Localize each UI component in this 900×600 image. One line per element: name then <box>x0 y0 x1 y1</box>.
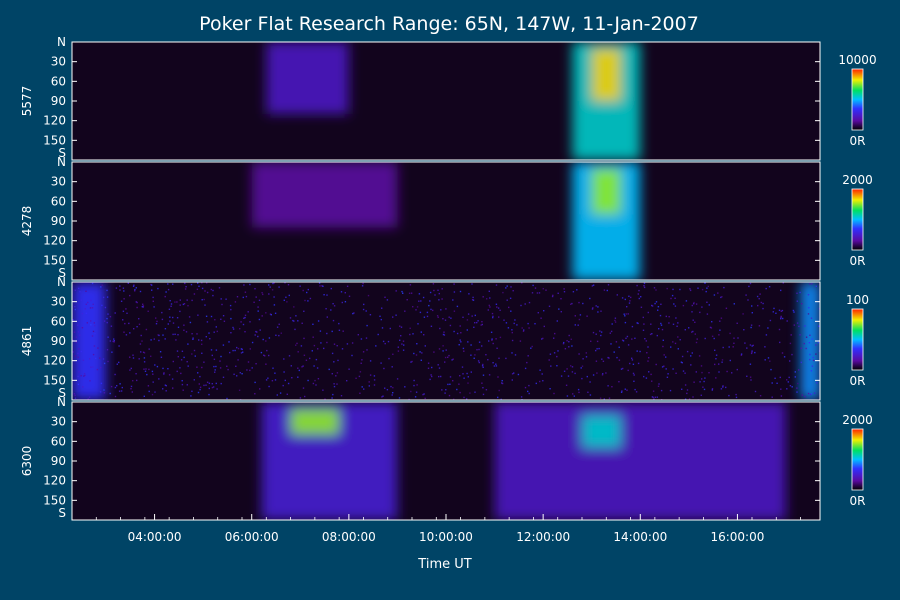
x-tick-label: 06:00:00 <box>225 530 279 544</box>
y-tick-label: 150 <box>43 493 66 507</box>
colorbar-max-label: 100 <box>846 293 869 307</box>
y-tick-label: 30 <box>51 415 66 429</box>
y-tick-label: 150 <box>43 373 66 387</box>
y-tick-label: 120 <box>43 474 66 488</box>
background-glow <box>72 42 820 160</box>
panel-ylabel: 4278 <box>20 206 34 237</box>
colorbar-min-label: 0R <box>850 254 866 268</box>
colorbar <box>852 189 863 250</box>
colorbar-frame <box>851 428 864 491</box>
y-tick-label: 30 <box>51 295 66 309</box>
y-tick-label: 60 <box>51 314 66 328</box>
y-tick-label: 150 <box>43 133 66 147</box>
y-tick-label: 90 <box>51 214 66 228</box>
aurora-event <box>800 282 820 400</box>
colorbar-min-label: 0R <box>850 134 866 148</box>
y-tick-label: 30 <box>51 175 66 189</box>
colorbar-frame <box>851 68 864 131</box>
colorbar <box>852 69 863 130</box>
colorbar-min-label: 0R <box>850 494 866 508</box>
panel-ylabel: 6300 <box>20 446 34 477</box>
x-tick-label: 12:00:00 <box>516 530 570 544</box>
aurora-event <box>290 408 340 435</box>
y-tick-label: 150 <box>43 253 66 267</box>
aurora-event <box>591 168 621 215</box>
y-tick-label: 60 <box>51 194 66 208</box>
aurora-event <box>591 48 621 101</box>
colorbar-min-label: 0R <box>850 374 866 388</box>
aurora-event <box>266 42 349 115</box>
colorbar-max-label: 2000 <box>842 173 873 187</box>
colorbar-max-label: 2000 <box>842 413 873 427</box>
y-tick-label: 60 <box>51 434 66 448</box>
background-glow <box>72 282 820 400</box>
aurora-event <box>251 162 398 228</box>
x-axis: 04:00:00 06:00:00 08:00:00 10:00:00 12:00:00… <box>71 514 801 544</box>
y-tick-label: 90 <box>51 454 66 468</box>
colorbar-frame <box>851 308 864 371</box>
y-tick-label: 120 <box>43 114 66 128</box>
y-tick-label: 90 <box>51 94 66 108</box>
x-axis-label: Time UT <box>417 557 471 572</box>
x-tick-label: 04:00:00 <box>128 530 182 544</box>
panel-ylabel: 5577 <box>20 86 34 117</box>
colorbar <box>852 429 863 490</box>
aurora-event <box>72 282 106 400</box>
panel-image <box>72 162 820 280</box>
y-tick-label: N <box>57 35 66 49</box>
panel-image <box>72 282 820 400</box>
panel-image <box>72 42 820 160</box>
y-tick-label: S <box>58 506 66 520</box>
y-tick-label: S <box>58 146 66 160</box>
y-tick-label: N <box>57 155 66 169</box>
aurora-event <box>494 402 786 520</box>
noise-speckle <box>72 282 820 400</box>
panels-layer: N306090120150S5577100000RN306090120150S4… <box>20 35 877 521</box>
chart-title: Poker Flat Research Range: 65N, 147W, 11… <box>199 13 699 35</box>
y-tick-label: S <box>58 266 66 280</box>
y-tick-label: 120 <box>43 234 66 248</box>
y-tick-label: 90 <box>51 334 66 348</box>
x-tick-label: 16:00:00 <box>710 530 764 544</box>
colorbar-max-label: 10000 <box>838 53 876 67</box>
x-tick-label: 08:00:00 <box>322 530 376 544</box>
y-tick-label: 60 <box>51 74 66 88</box>
background-glow <box>72 162 820 280</box>
colorbar <box>852 309 863 370</box>
panel-image <box>72 402 820 520</box>
y-tick-label: N <box>57 395 66 409</box>
panel-ylabel: 4861 <box>20 326 34 357</box>
y-tick-label: 120 <box>43 354 66 368</box>
y-tick-label: N <box>57 275 66 289</box>
x-tick-label: 14:00:00 <box>613 530 667 544</box>
x-tick-label: 10:00:00 <box>419 530 473 544</box>
colorbar-frame <box>851 188 864 251</box>
y-tick-label: 30 <box>51 55 66 69</box>
aurora-event <box>582 415 621 448</box>
y-tick-label: S <box>58 386 66 400</box>
